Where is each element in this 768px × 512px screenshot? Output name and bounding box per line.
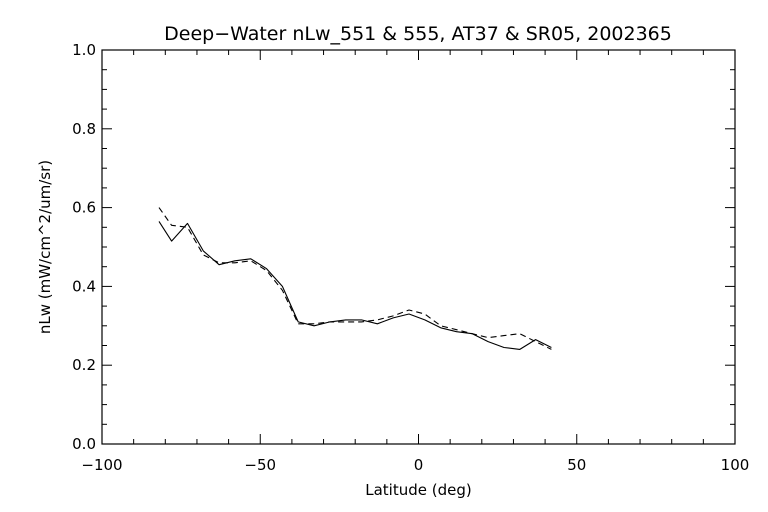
data-series — [158, 207, 552, 350]
y-axis-label: nLw (mW/cm^2/um/sr) — [36, 160, 54, 334]
y-tick-label: 0.8 — [72, 120, 96, 138]
x-tick-label: −50 — [244, 456, 276, 474]
series-dashed-line — [158, 207, 552, 350]
y-tick-label: 1.0 — [72, 41, 96, 59]
chart-title: Deep−Water nLw_551 & 555, AT37 & SR05, 2… — [164, 23, 672, 45]
x-axis-label: Latitude (deg) — [365, 481, 471, 499]
plot-frame — [101, 49, 736, 445]
x-tick-label: 50 — [567, 456, 586, 474]
y-tick-label: 0.2 — [72, 356, 96, 374]
axis-tick-labels: −100 −50 0 50 100 0.0 0.2 0.4 0.6 0.8 1.0 — [72, 41, 749, 474]
x-tick-label: −100 — [81, 456, 122, 474]
y-tick-label: 0.4 — [72, 277, 96, 295]
x-tick-label: 0 — [414, 456, 424, 474]
y-tick-label: 0.6 — [72, 199, 96, 217]
x-tick-label: 100 — [721, 456, 750, 474]
series-solid-line — [158, 221, 552, 350]
axis-ticks — [101, 49, 736, 445]
y-tick-label: 0.0 — [72, 435, 96, 453]
